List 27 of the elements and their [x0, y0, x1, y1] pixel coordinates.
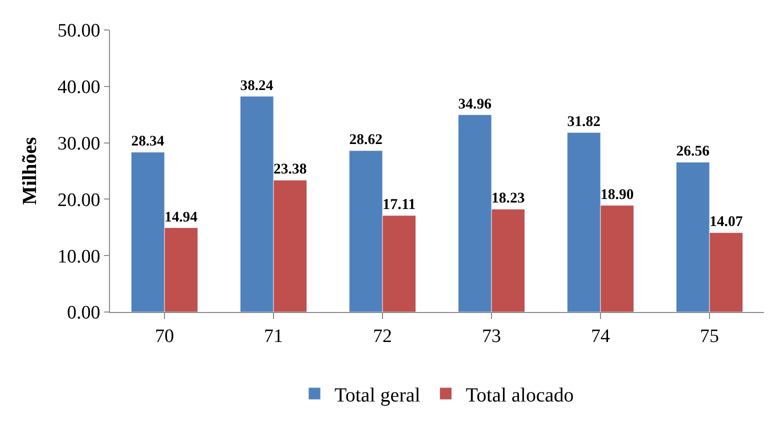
- legend-label: Total geral: [334, 384, 421, 406]
- data-label: 14.94: [164, 209, 198, 226]
- data-label: 26.56: [676, 144, 710, 160]
- data-label: 28.34: [131, 134, 165, 150]
- y-tick-label: 10.00: [57, 246, 100, 268]
- x-tick-label: 74: [591, 326, 610, 347]
- y-axis-title: Milhões: [18, 136, 41, 205]
- data-label: 34.96: [458, 96, 492, 112]
- data-label: 28.62: [349, 132, 382, 148]
- x-tick-label: 75: [700, 326, 719, 347]
- y-tick-label: 40.00: [57, 77, 100, 98]
- y-tick-label: 50.00: [57, 20, 100, 42]
- x-tick-label: 70: [155, 326, 174, 347]
- data-label: 18.23: [492, 190, 525, 207]
- data-label: 38.24: [240, 78, 274, 94]
- x-tick-label: 71: [264, 326, 283, 347]
- y-tick-label: 20.00: [57, 190, 100, 211]
- y-tick-label: 30.00: [57, 133, 100, 154]
- x-tick-label: 73: [482, 326, 501, 347]
- y-tick-label: 0.00: [66, 302, 100, 324]
- data-label: 23.38: [274, 162, 307, 178]
- data-label: 14.07: [710, 214, 744, 230]
- x-tick-label: 72: [373, 326, 392, 347]
- data-label: 31.82: [567, 114, 600, 130]
- data-label: 17.11: [382, 196, 416, 213]
- legend-label: Total alocado: [466, 384, 574, 406]
- data-label: 18.90: [600, 186, 634, 203]
